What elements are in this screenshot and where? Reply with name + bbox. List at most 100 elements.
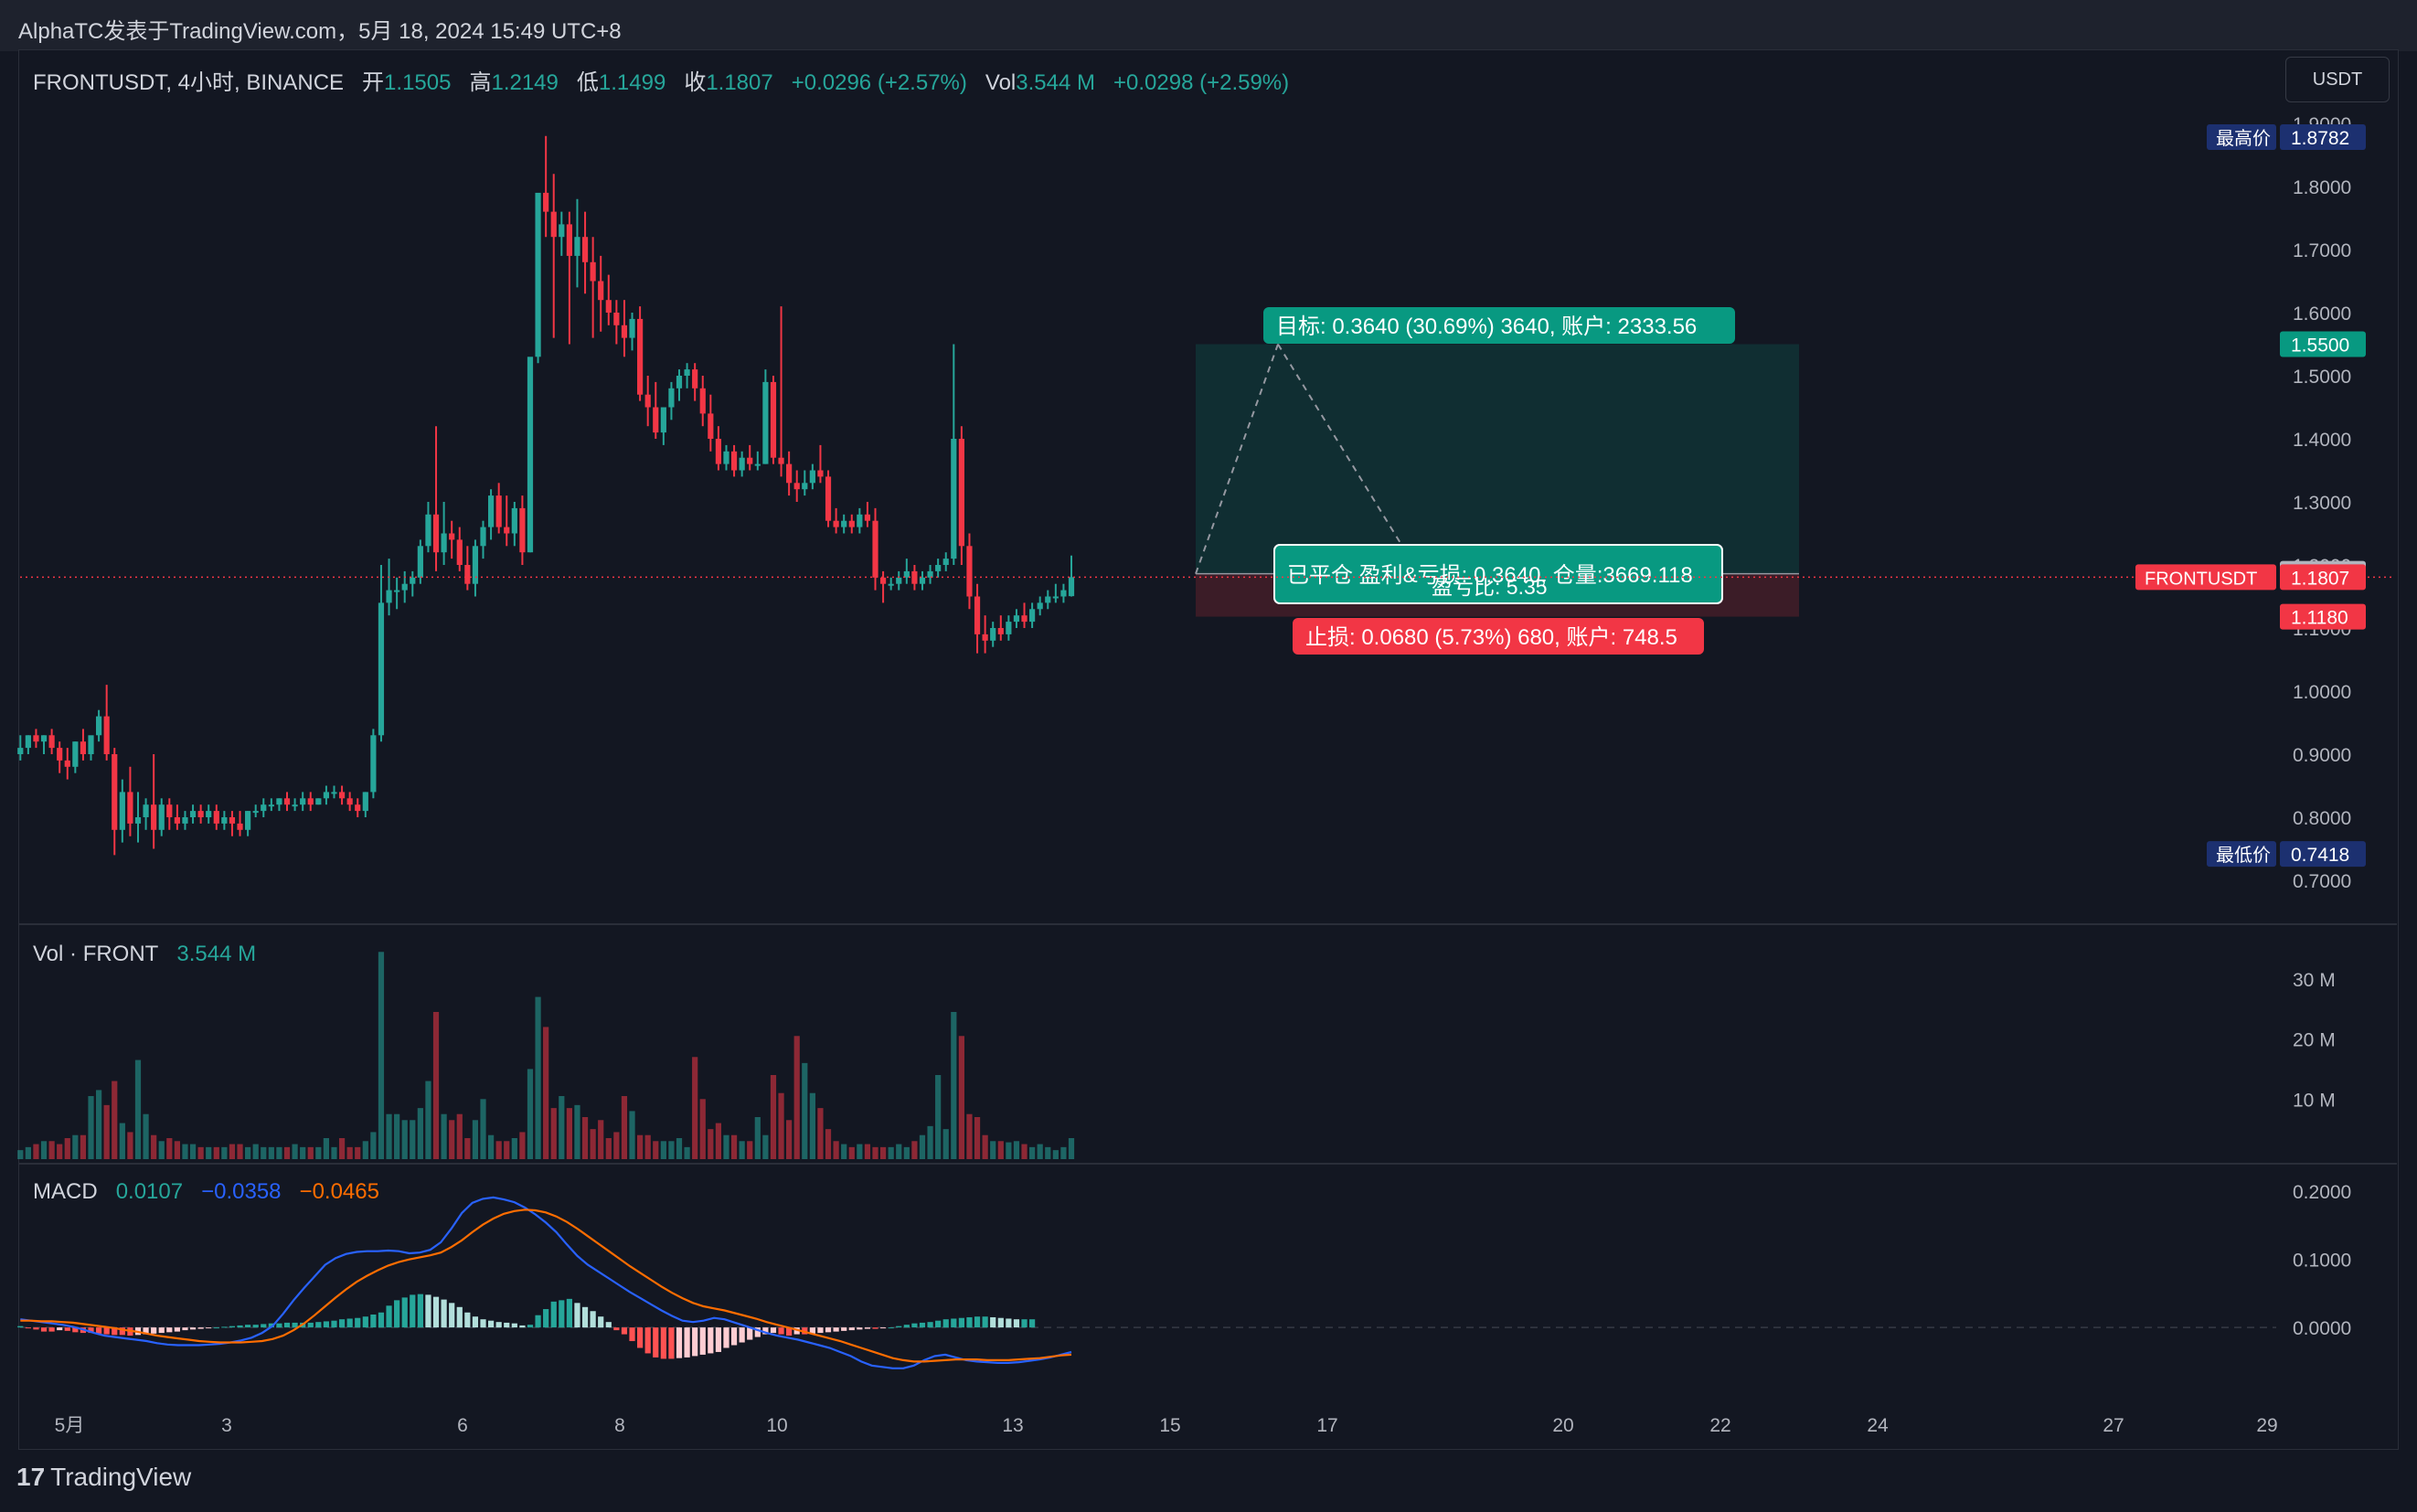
candle-body bbox=[57, 748, 63, 761]
macd-hist-bar bbox=[668, 1327, 675, 1359]
volume-bar bbox=[802, 1062, 808, 1159]
volume-pane-separator[interactable] bbox=[18, 923, 2397, 925]
price-axis[interactable]: 1.90001.80001.70001.60001.50001.40001.30… bbox=[2293, 114, 2351, 892]
volume-bar bbox=[394, 1113, 400, 1159]
candle-body bbox=[730, 451, 738, 471]
volume-bar bbox=[966, 1113, 973, 1159]
tradingview-logo[interactable]: 17 TradingView bbox=[16, 1463, 191, 1492]
symbol-name[interactable]: FRONTUSDT, 4小时, BINANCE bbox=[33, 70, 345, 95]
volume-bar bbox=[57, 1144, 63, 1159]
candle-body bbox=[261, 804, 267, 812]
volume-bar bbox=[574, 1104, 580, 1159]
macd-hist-bar bbox=[684, 1327, 690, 1358]
macd-hist-bar bbox=[72, 1327, 79, 1333]
volume-bar bbox=[864, 1144, 871, 1159]
candle-body bbox=[676, 376, 683, 389]
macd-hist-bar bbox=[982, 1316, 988, 1328]
volume-bar bbox=[472, 1120, 479, 1159]
candle-body bbox=[644, 394, 651, 408]
candle-body bbox=[182, 817, 188, 824]
candle-body bbox=[668, 388, 675, 408]
macd-hist-bar bbox=[346, 1318, 353, 1328]
macd-hist-bar bbox=[566, 1298, 572, 1328]
candle-body bbox=[268, 804, 274, 807]
time-axis[interactable]: 5月 3 6 8 10 13 15 17 20 22 24 27 29 bbox=[55, 1415, 2278, 1436]
macd-hist-bar bbox=[699, 1327, 706, 1355]
macd-hist-bar bbox=[252, 1325, 259, 1328]
time-tick-label: 10 bbox=[766, 1415, 787, 1436]
candle-body bbox=[857, 514, 863, 527]
candle-body bbox=[817, 470, 824, 477]
candle-body bbox=[770, 381, 777, 458]
candle-body bbox=[103, 716, 110, 754]
volume-label[interactable]: Vol · FRONT bbox=[33, 942, 159, 966]
candle-body bbox=[189, 811, 197, 817]
candle-body bbox=[566, 224, 572, 256]
volume-bar bbox=[974, 1117, 981, 1159]
macd-hist-bar bbox=[927, 1322, 933, 1328]
candle-body bbox=[119, 792, 125, 830]
price-tick-label: 1.6000 bbox=[2293, 303, 2351, 325]
macd-hist-bar bbox=[472, 1316, 479, 1328]
macd-hist-bar bbox=[1006, 1318, 1012, 1328]
time-tick-label: 15 bbox=[1159, 1415, 1180, 1436]
macd-hist-bar bbox=[590, 1311, 596, 1328]
macd-hist-bar bbox=[919, 1322, 926, 1328]
symbol-legend[interactable]: FRONTUSDT, 4小时, BINANCE 开1.1505 高1.2149 … bbox=[33, 64, 1289, 96]
candle-body bbox=[25, 735, 31, 749]
candle-body bbox=[88, 735, 94, 754]
candle-body bbox=[134, 817, 142, 824]
macd-pane-separator[interactable] bbox=[18, 1163, 2397, 1165]
price-tick-label: 1.4000 bbox=[2293, 430, 2351, 451]
candle-body bbox=[158, 804, 165, 830]
macd-hist-bar bbox=[88, 1327, 94, 1334]
candle-body bbox=[252, 811, 259, 814]
macd-hist-bar bbox=[747, 1327, 753, 1340]
macd-hist-bar bbox=[276, 1323, 282, 1328]
volume-bar bbox=[629, 1111, 635, 1159]
volume-bar bbox=[151, 1134, 157, 1159]
macd-hist-bar bbox=[644, 1327, 651, 1354]
volume-bar bbox=[40, 1141, 48, 1159]
macd-hist-bar bbox=[57, 1327, 63, 1331]
change-value: +0.0296 (+2.57%) bbox=[791, 70, 967, 95]
macd-hist-bar bbox=[896, 1326, 902, 1328]
macd-hist-bar bbox=[660, 1327, 666, 1359]
volume-legend[interactable]: Vol · FRONT 3.544 M bbox=[33, 942, 256, 967]
target-label-box bbox=[1263, 307, 1735, 344]
volume-bar bbox=[668, 1141, 675, 1159]
macd-hist-bar bbox=[817, 1327, 824, 1334]
volume-bar bbox=[64, 1138, 70, 1159]
macd-hist-bar bbox=[621, 1327, 628, 1335]
candle-body bbox=[629, 318, 635, 338]
macd-hist-bar bbox=[189, 1327, 197, 1330]
candle-body bbox=[519, 507, 526, 553]
volume-bar bbox=[261, 1146, 267, 1159]
trade-path bbox=[1195, 344, 1279, 574]
publisher-bar: AlphaTC发表于TradingView.com，5月 18, 2024 15… bbox=[0, 0, 2417, 51]
currency-button[interactable]: USDT bbox=[2285, 57, 2390, 102]
volume-tick-label: 30 M bbox=[2293, 970, 2336, 991]
chart-frame[interactable] bbox=[18, 49, 2399, 1450]
macd-hist-bar bbox=[841, 1327, 847, 1331]
volume-bar bbox=[621, 1096, 628, 1159]
macd-hist-bar bbox=[48, 1327, 55, 1332]
open-value: 1.1505 bbox=[384, 70, 452, 95]
volume-bar bbox=[511, 1138, 517, 1159]
macd-legend[interactable]: MACD 0.0107 −0.0358 −0.0465 bbox=[33, 1179, 379, 1205]
candle-body bbox=[151, 804, 157, 830]
volume-bar bbox=[911, 1141, 918, 1159]
price-badge-value: 1.8782 bbox=[2291, 128, 2349, 149]
candle-body bbox=[355, 804, 361, 812]
position-tool[interactable]: 目标: 0.3640 (30.69%) 3640, 账户: 2333.56 已平仓… bbox=[1195, 307, 1799, 655]
volume-tick-label: 10 M bbox=[2293, 1090, 2336, 1111]
volume-bar bbox=[715, 1123, 722, 1159]
macd-hist-bar bbox=[245, 1325, 251, 1328]
macd-hist-bar bbox=[355, 1317, 361, 1328]
volume-bar bbox=[519, 1132, 526, 1159]
macd-hist-bar bbox=[323, 1321, 330, 1328]
stop-label: 止损: 0.0680 (5.73%) 680, 账户: 748.5 bbox=[1305, 625, 1677, 650]
macd-label[interactable]: MACD bbox=[33, 1179, 98, 1204]
macd-hist-bar bbox=[708, 1327, 714, 1354]
